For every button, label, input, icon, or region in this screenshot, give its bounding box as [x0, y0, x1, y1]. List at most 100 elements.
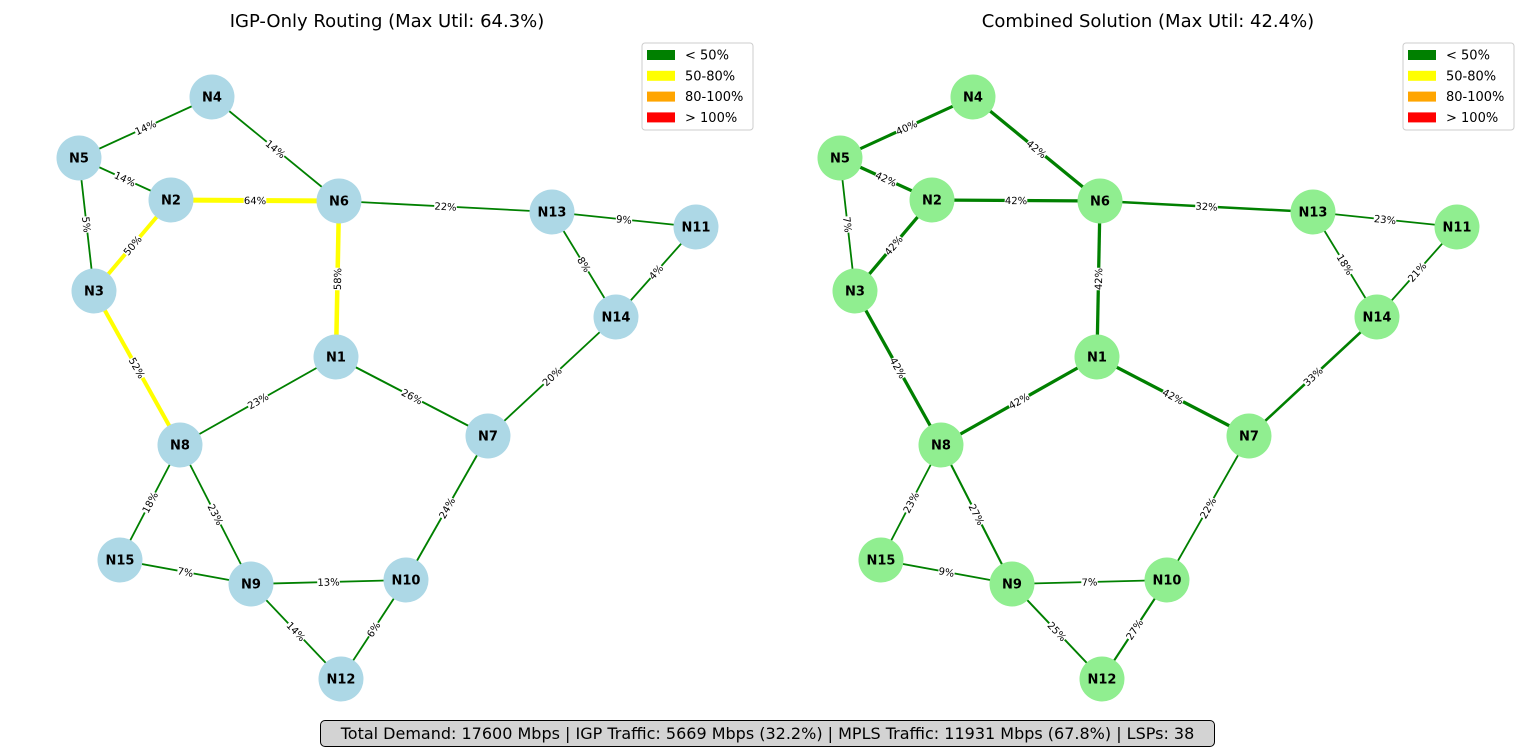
legend-frame	[1402, 42, 1515, 131]
link-label-text: 14%	[263, 139, 287, 162]
node-circle	[909, 177, 955, 223]
link-label-text: 5%	[79, 216, 92, 233]
node-n3: N3	[71, 268, 117, 314]
link-label-background	[204, 501, 227, 528]
network-diagram: IGP-Only Routing (Max Util: 64.3%) 14% 14%…	[56, 11, 1515, 702]
node-circle	[832, 268, 878, 314]
node-n11: N11	[1434, 204, 1480, 250]
legend-label: > 100%	[1446, 111, 1498, 126]
node-n9: N9	[989, 561, 1035, 607]
node-label: N9	[1002, 578, 1022, 593]
node-n3: N3	[832, 268, 878, 314]
link-label-background	[1404, 259, 1430, 285]
link-label-text: 22%	[1199, 496, 1220, 521]
link-label-background	[574, 254, 594, 275]
link-label-background	[1091, 267, 1106, 291]
node-n11: N11	[673, 204, 719, 250]
edge-labels: 40% 42% 42% 7% 42% 42% 32% 42% 23% 18% 21% 42% 42% 42…	[840, 116, 1430, 645]
node-label: N14	[602, 311, 631, 326]
link-label-background	[125, 354, 149, 382]
node-label: N4	[963, 91, 983, 106]
link-label-background	[283, 618, 309, 645]
node-circle	[673, 204, 719, 250]
node-circle	[465, 413, 511, 459]
link-label: 22%	[1196, 494, 1220, 522]
panel-1: IGP-Only Routing (Max Util: 64.3%) 14% 14%…	[56, 11, 754, 702]
node-label: N3	[845, 285, 865, 300]
link-label: 6%	[363, 619, 384, 640]
node-n15: N15	[858, 537, 904, 583]
link-label-background	[1023, 136, 1050, 162]
node-label: N14	[1363, 311, 1392, 326]
legend-swatch	[647, 70, 675, 81]
link-label-background	[1373, 211, 1397, 228]
link-label-background	[363, 619, 384, 640]
link-label: 9%	[615, 212, 633, 227]
node-circle	[157, 422, 203, 468]
link-label: 9%	[937, 564, 956, 580]
link-label-background	[881, 232, 906, 259]
link-label-text: 52%	[126, 356, 146, 381]
link-label: 64%	[243, 193, 267, 207]
node-n10: N10	[383, 557, 429, 603]
link-label-background	[176, 564, 195, 580]
legend-swatch	[1408, 112, 1436, 123]
node-label: N6	[1090, 195, 1110, 210]
node-n13: N13	[1290, 189, 1336, 235]
link-label-background	[1004, 193, 1028, 208]
node-circle	[1077, 178, 1123, 224]
node-circle	[189, 74, 235, 120]
link-label-background	[262, 136, 289, 162]
node-label: N15	[867, 554, 896, 569]
link-label-text: 26%	[399, 387, 424, 407]
node-n4: N4	[950, 74, 996, 120]
link-label-background	[79, 215, 94, 234]
node-circle	[1226, 413, 1272, 459]
node-label: N1	[326, 351, 346, 366]
link-label-text: 14%	[112, 170, 137, 189]
legend-swatch	[1408, 50, 1436, 60]
node-circle	[1079, 656, 1125, 702]
summary-box: Total Demand: 17600 Mbps | IGP Traffic: …	[320, 720, 1215, 747]
nodes: N1 N2 N3 N4 N5 N6 N7 N8 N9 N10 N11 N12 N13 N14 N15	[817, 74, 1480, 702]
link-label-background	[132, 116, 159, 139]
legend-label: 80-100%	[1446, 90, 1504, 105]
link-label-text: 23%	[1373, 214, 1396, 227]
link-label-background	[886, 354, 910, 382]
node-label: N10	[392, 574, 421, 589]
link-label-text: 27%	[966, 503, 986, 528]
link-label: 7%	[176, 564, 195, 580]
node-circle	[858, 537, 904, 583]
link-label: 42%	[873, 168, 899, 190]
link-label: 23%	[900, 489, 922, 516]
link-label: 23%	[244, 389, 272, 413]
link-label-text: 14%	[134, 119, 159, 138]
link-label-text: 24%	[438, 496, 459, 521]
node-n6: N6	[1077, 178, 1123, 224]
node-n1: N1	[1074, 334, 1120, 380]
node-circle	[97, 537, 143, 583]
node-n5: N5	[56, 135, 102, 181]
link-label-text: 23%	[902, 491, 922, 516]
node-label: N15	[106, 554, 135, 569]
node-label: N12	[327, 673, 356, 688]
link-label: 32%	[1194, 199, 1219, 214]
node-label: N10	[1153, 574, 1182, 589]
link-label: 27%	[1122, 616, 1147, 643]
node-circle	[529, 189, 575, 235]
node-label: N2	[922, 194, 942, 209]
node-n2: N2	[148, 177, 194, 223]
node-circle	[148, 177, 194, 223]
node-circle	[383, 557, 429, 603]
node-n12: N12	[1079, 656, 1125, 702]
node-circle	[1290, 189, 1336, 235]
link-label-background	[1005, 389, 1033, 413]
node-label: N11	[682, 221, 711, 236]
link-label: 52%	[125, 354, 149, 382]
link-label-background	[965, 501, 988, 528]
link-label-background	[1081, 575, 1098, 589]
node-label: N3	[84, 285, 104, 300]
node-n12: N12	[318, 656, 364, 702]
node-n10: N10	[1144, 557, 1190, 603]
link-label: 26%	[398, 385, 426, 407]
